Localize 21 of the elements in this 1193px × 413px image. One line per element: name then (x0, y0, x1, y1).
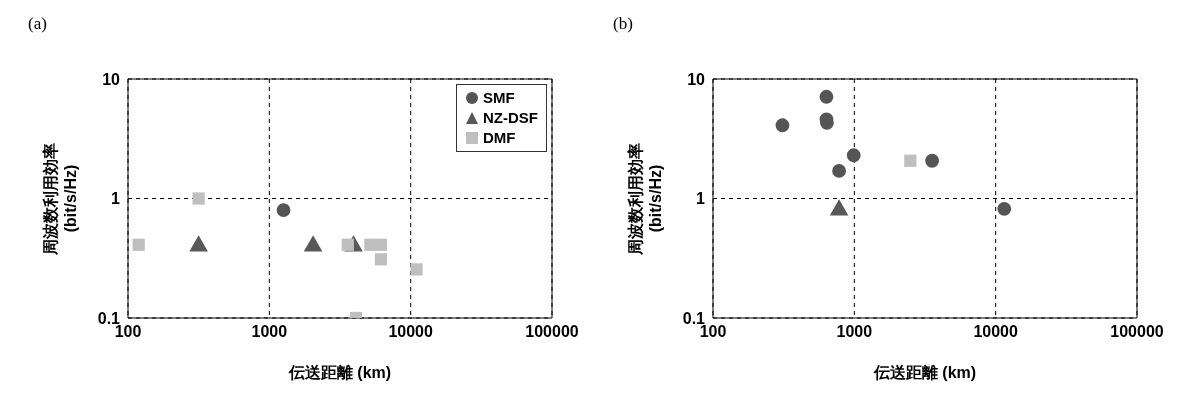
x-tick-label: 100000 (1110, 323, 1164, 341)
y-axis-title: 周波数利用効率 (bit/s/Hz) (41, 142, 79, 256)
y-tick-label: 1 (111, 190, 121, 208)
y-tick-label: 10 (687, 70, 706, 88)
legend-label: DMF (483, 128, 516, 148)
x-tick-label: 10000 (388, 323, 434, 341)
x-tick-label: 100000 (525, 323, 579, 341)
legend-label: NZ-DSF (483, 108, 538, 128)
x-tick-label: 1000 (251, 323, 288, 341)
x-axis-title: 伝送距離 (km) (872, 364, 977, 381)
x-tick-label: 10000 (973, 323, 1019, 341)
x-tick-label: 100 (699, 323, 727, 341)
legend-label: SMF (483, 88, 515, 108)
x-axis-title: 伝送距離 (km) (287, 364, 392, 381)
chart-title: (a) (28, 14, 47, 34)
x-tick-label: 1000 (836, 323, 873, 341)
x-tick-label: 100 (114, 323, 142, 341)
chart-title: (b) (613, 14, 633, 34)
y-tick-label: 10 (102, 70, 121, 88)
y-axis-title: 周波数利用効率 (bit/s/Hz) (626, 142, 664, 256)
y-tick-label: 1 (696, 190, 706, 208)
